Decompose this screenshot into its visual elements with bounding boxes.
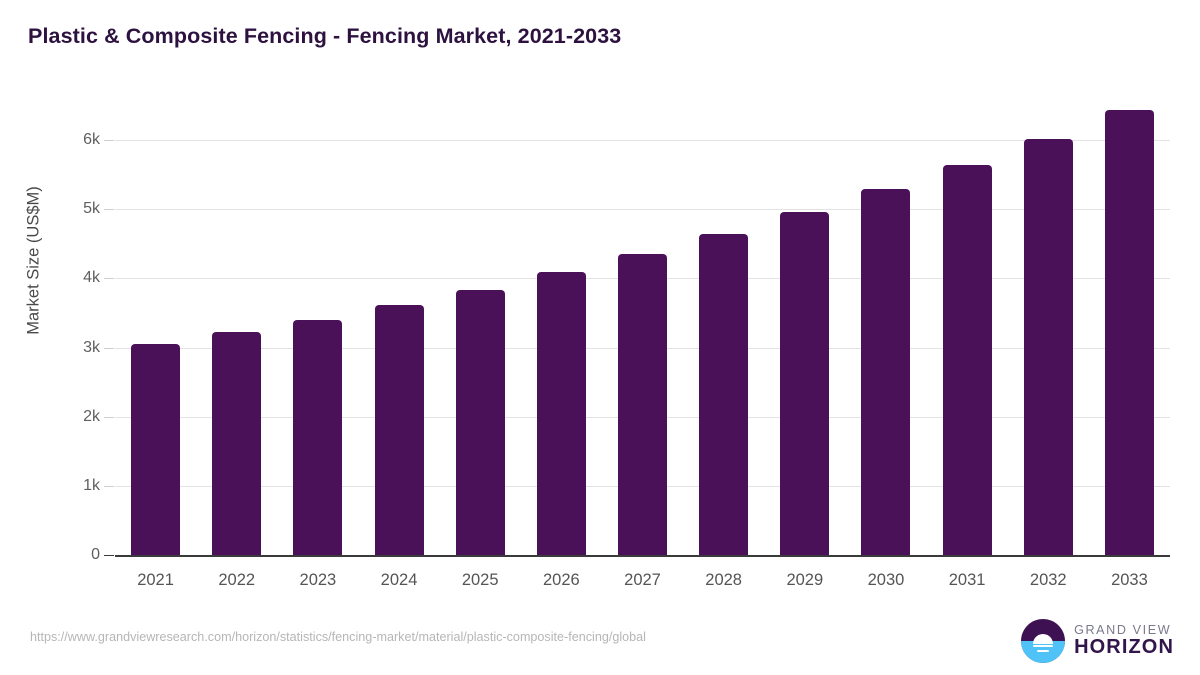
logo-brand-bottom: HORIZON	[1074, 636, 1174, 659]
bar-2033[interactable]	[1104, 110, 1154, 555]
bar-2029[interactable]	[780, 212, 830, 555]
logo-text: GRAND VIEW HORIZON	[1074, 622, 1174, 659]
x-axis-tick-label-2023: 2023	[299, 571, 337, 589]
y-axis-tick-label: 2k	[83, 407, 100, 425]
bar-2024[interactable]	[374, 304, 424, 555]
page-title: Plastic & Composite Fencing - Fencing Ma…	[28, 24, 622, 48]
y-axis-tick-mark	[104, 140, 114, 141]
y-axis-tick-mark	[104, 485, 114, 487]
y-axis-tick-mark	[104, 416, 114, 418]
x-axis-tick-label-2031: 2031	[948, 571, 986, 589]
x-axis-tick-label-2024: 2024	[380, 571, 418, 589]
y-axis-tick-label: 0	[91, 546, 100, 563]
bar-2032[interactable]	[1023, 139, 1073, 555]
x-axis-tick-label-2021: 2021	[137, 571, 174, 589]
bar-2026[interactable]	[536, 272, 586, 555]
y-axis-tick-mark	[104, 555, 114, 556]
y-axis-title: Market Size (US$M)	[24, 186, 43, 335]
gridline	[115, 140, 1170, 141]
bar-2027[interactable]	[618, 254, 667, 555]
source-url[interactable]: https://www.grandviewresearch.com/horizo…	[30, 630, 646, 644]
x-axis-tick-label-2032: 2032	[1029, 571, 1067, 589]
bar-2021[interactable]	[131, 344, 181, 555]
logo-brand-top: GRAND VIEW	[1074, 622, 1172, 637]
x-axis-tick-label-2029: 2029	[786, 571, 824, 589]
y-axis-tick-mark	[104, 278, 114, 280]
x-axis-tick-label-2027: 2027	[624, 571, 661, 589]
bar-2031[interactable]	[942, 164, 992, 555]
bar-2023[interactable]	[293, 319, 343, 555]
grand-view-horizon-logo[interactable]: GRAND VIEW HORIZON	[1021, 618, 1174, 664]
horizon-ray-short-icon	[1037, 649, 1050, 653]
horizon-sun-icon	[1021, 619, 1066, 663]
y-axis-tick-label: 5k	[83, 200, 100, 218]
x-axis-tick-label-2033: 2033	[1111, 571, 1148, 589]
gridline	[115, 209, 1170, 211]
y-axis-tick-mark	[104, 209, 114, 211]
y-axis-tick-label: 6k	[83, 131, 100, 148]
y-axis-tick-mark	[104, 347, 114, 349]
y-axis-tick-label: 1k	[83, 476, 100, 494]
x-axis-tick-label-2028: 2028	[705, 571, 742, 589]
bar-2028[interactable]	[699, 234, 749, 555]
bar-2030[interactable]	[861, 189, 911, 555]
plot-area	[115, 110, 1170, 555]
y-axis-tick-label: 3k	[83, 338, 100, 356]
y-axis-tick-label: 4k	[83, 269, 100, 287]
x-axis-line	[115, 555, 1170, 557]
bar-2025[interactable]	[455, 290, 505, 555]
x-axis-tick-label-2025: 2025	[461, 571, 499, 589]
x-axis-tick-label-2030: 2030	[867, 571, 905, 589]
horizon-ray-long-icon	[1033, 644, 1054, 648]
bar-2022[interactable]	[212, 332, 262, 555]
x-axis-tick-label-2022: 2022	[218, 571, 256, 589]
x-axis-tick-label-2026: 2026	[542, 571, 580, 589]
horizon-sun-shape	[1033, 633, 1054, 644]
